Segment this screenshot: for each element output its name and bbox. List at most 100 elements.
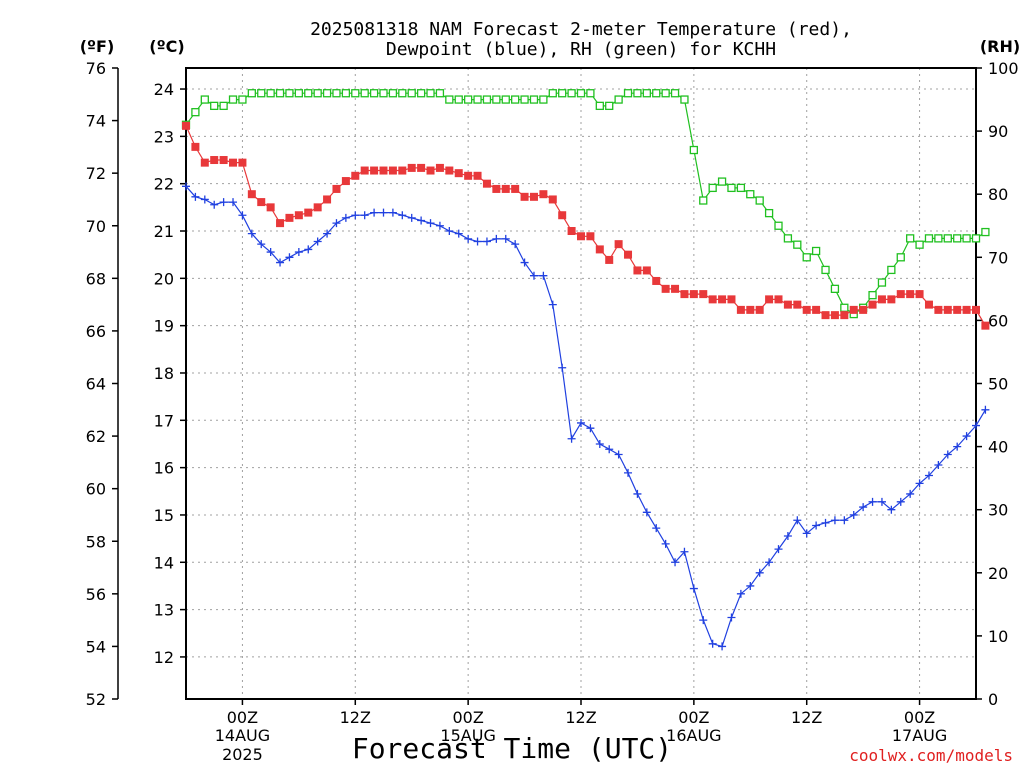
- rh-point: [708, 183, 717, 193]
- temperature-point: [708, 295, 717, 304]
- rh-point: [275, 89, 285, 98]
- rh-point: [454, 95, 463, 104]
- temperature-point: [680, 290, 689, 299]
- temperature-point: [247, 190, 256, 199]
- dewpoint-point: [445, 227, 454, 236]
- dewpoint-point: [210, 200, 219, 209]
- rh-point: [943, 234, 952, 243]
- celsius-tick-label: 18: [154, 364, 174, 383]
- temperature-point: [821, 311, 830, 320]
- x-tick-label: 12Z: [340, 708, 371, 727]
- rh-point: [699, 196, 708, 205]
- temperature-point: [671, 284, 680, 293]
- dewpoint-point: [605, 445, 614, 454]
- fahrenheit-tick-label: 74: [86, 112, 106, 131]
- dewpoint-point: [323, 229, 332, 238]
- temperature-point: [313, 203, 322, 212]
- grid-lines: [186, 68, 976, 699]
- data-series: [181, 89, 990, 651]
- dewpoint-point: [661, 539, 670, 548]
- dewpoint-point: [558, 363, 567, 372]
- dewpoint-point: [370, 208, 379, 217]
- rh-point: [793, 240, 802, 249]
- rh-point: [868, 291, 877, 300]
- temperature-point: [906, 290, 915, 299]
- temperature-point: [755, 305, 764, 314]
- temperature-point: [595, 245, 604, 254]
- temperature-point: [736, 305, 745, 314]
- temperature-point: [718, 295, 727, 304]
- dewpoint-series-line: [185, 185, 986, 648]
- dewpoint-point: [182, 182, 190, 191]
- rh-point: [445, 95, 454, 104]
- rh-tick-label: 50: [988, 375, 1008, 394]
- temperature-point: [558, 211, 567, 220]
- rh-point: [285, 89, 294, 98]
- temperature-point: [435, 163, 444, 172]
- dewpoint-point: [511, 240, 520, 249]
- temperature-point: [520, 192, 529, 201]
- temperature-point: [840, 311, 849, 320]
- dewpoint-point: [849, 510, 858, 519]
- dewpoint-point: [539, 271, 548, 280]
- dewpoint-point: [276, 258, 285, 267]
- rh-point: [463, 95, 473, 104]
- dewpoint-point: [746, 581, 755, 590]
- dewpoint-point: [332, 219, 341, 228]
- temperature-point: [765, 295, 774, 304]
- rh-point: [915, 240, 924, 249]
- rh-tick-label: 0: [988, 690, 998, 709]
- rh-point: [388, 89, 398, 98]
- rh-point: [623, 89, 633, 98]
- dewpoint-point: [953, 442, 962, 451]
- dewpoint-point: [896, 497, 905, 506]
- dewpoint-point: [868, 497, 877, 506]
- temperature-point: [511, 184, 520, 193]
- x-tick-date-label: 2025: [222, 745, 263, 764]
- temperature-point: [529, 192, 538, 201]
- rh-point: [877, 278, 887, 287]
- rh-point: [492, 95, 501, 104]
- temperature-point: [924, 300, 933, 309]
- temperature-point: [407, 163, 416, 172]
- celsius-tick-label: 19: [154, 317, 174, 336]
- rh-point: [981, 227, 990, 237]
- dewpoint-point: [830, 516, 839, 525]
- rh-point: [633, 89, 642, 98]
- dewpoint-point: [652, 524, 661, 533]
- rh-point: [953, 234, 962, 243]
- dewpoint-point: [981, 405, 990, 414]
- dewpoint-point: [294, 248, 303, 257]
- dewpoint-point: [906, 489, 915, 498]
- temperature-point: [464, 171, 473, 180]
- rh-point: [962, 234, 971, 243]
- rh-point: [332, 89, 341, 98]
- rh-point: [548, 89, 557, 98]
- dewpoint-point: [464, 234, 473, 243]
- temperature-point: [182, 121, 190, 130]
- dewpoint-point: [407, 213, 416, 222]
- rh-point: [821, 265, 830, 275]
- temperature-point: [586, 232, 595, 241]
- rh-point: [351, 89, 360, 98]
- rh-point: [520, 95, 529, 104]
- rh-point: [896, 253, 905, 262]
- temperature-point: [633, 266, 642, 275]
- fahrenheit-tick-label: 62: [86, 427, 106, 446]
- celsius-tick-label: 16: [154, 459, 174, 478]
- temperature-point: [285, 213, 294, 222]
- temperature-point: [849, 305, 858, 314]
- temperature-point: [774, 295, 783, 304]
- rh-point: [473, 95, 482, 104]
- dewpoint-point: [351, 211, 360, 220]
- temperature-point: [200, 158, 209, 167]
- rh-point: [689, 145, 699, 155]
- temperature-point: [323, 195, 332, 204]
- temperature-point: [896, 290, 905, 299]
- rh-point: [219, 101, 228, 111]
- chart-title-line-1: 2025081318 NAM Forecast 2-meter Temperat…: [310, 19, 852, 40]
- temperature-point: [341, 177, 350, 186]
- rh-point: [661, 89, 670, 98]
- rh-point: [614, 95, 623, 104]
- credit-text: coolwx.com/models: [849, 746, 1013, 765]
